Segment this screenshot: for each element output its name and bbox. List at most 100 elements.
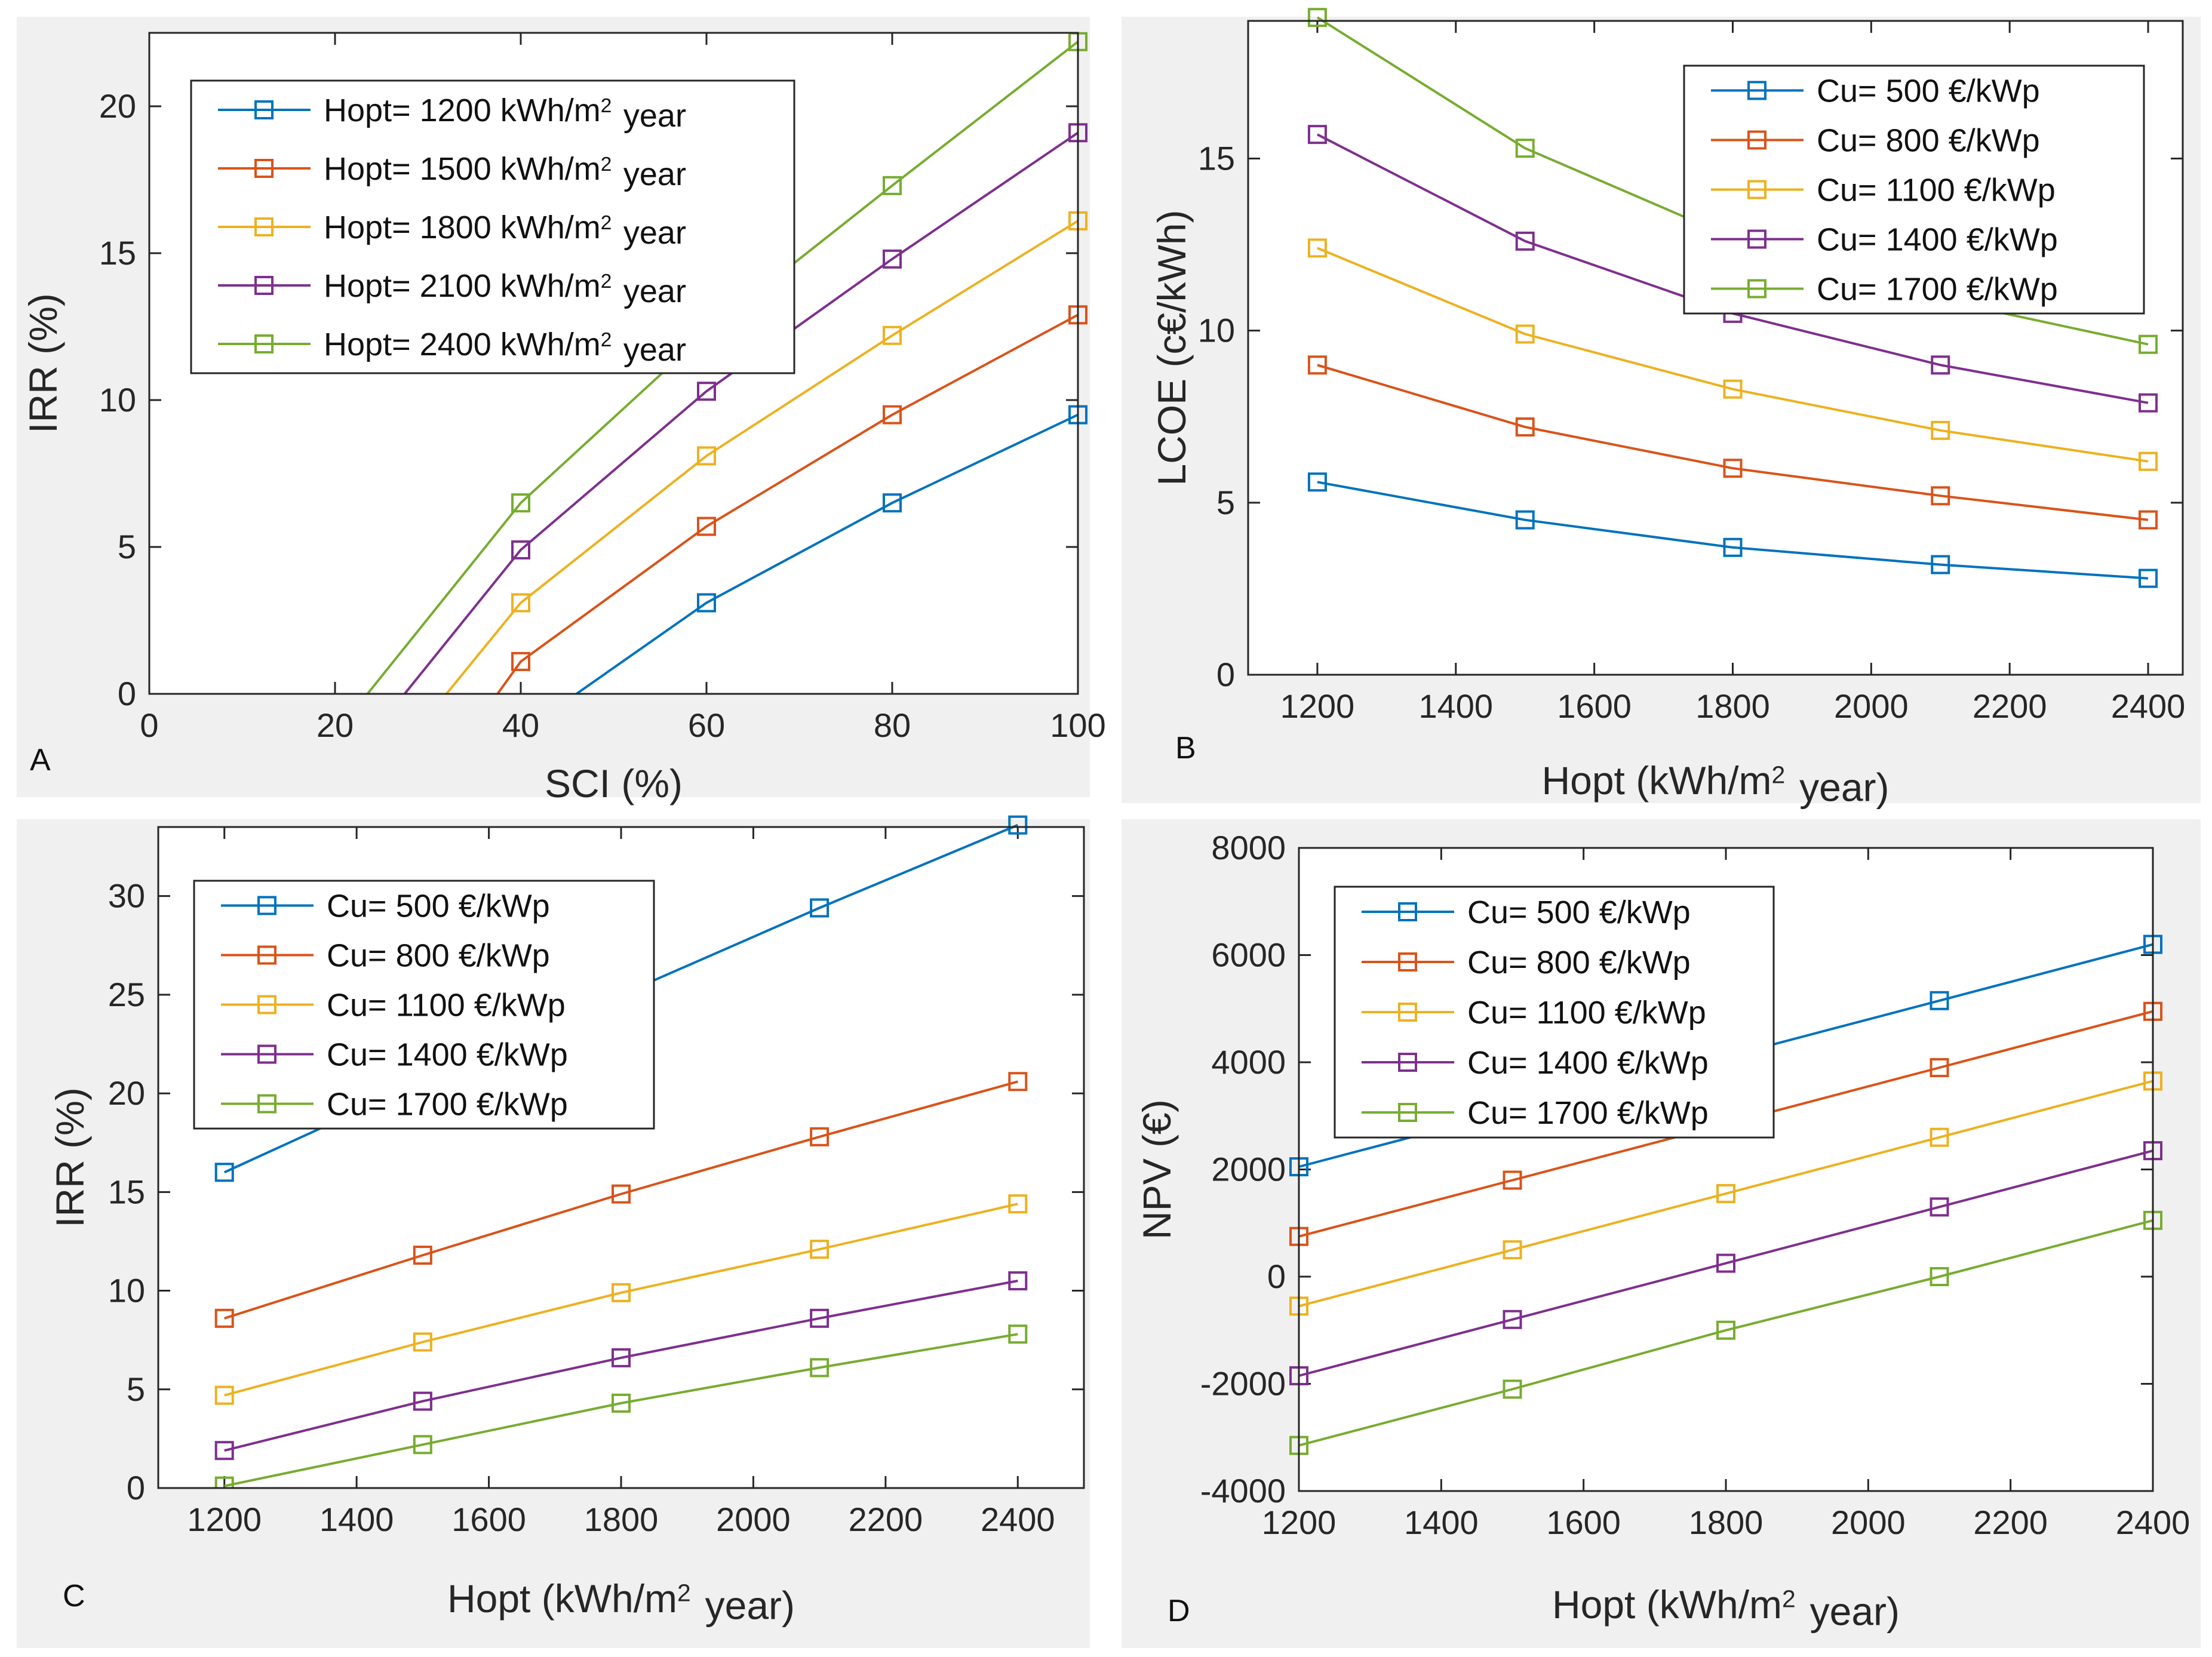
x-tick-label: 60 bbox=[688, 706, 725, 744]
data-point bbox=[697, 517, 716, 536]
panel-letter: B bbox=[1175, 731, 1196, 766]
y-tick-label: 30 bbox=[108, 877, 145, 915]
data-point bbox=[1008, 1271, 1028, 1291]
y-tick-label: 5 bbox=[1216, 484, 1235, 521]
legend-marker bbox=[1747, 81, 1766, 100]
legend: Cu= 500 €/kWp Cu= 800 €/kWp Cu= 1100 €/kWp… bbox=[1683, 64, 2145, 315]
y-tick-label: 0 bbox=[1267, 1258, 1286, 1295]
x-tick-label: 2000 bbox=[1831, 1504, 1906, 1541]
data-point bbox=[883, 493, 902, 513]
data-point bbox=[1515, 324, 1535, 344]
panel-b: 1200 1400 1600 1800 2000 2200 2400 0 5 10 15 Hopt (… bbox=[1122, 8, 2201, 809]
data-point bbox=[1931, 355, 1950, 375]
data-point bbox=[1503, 1309, 1522, 1329]
y-tick-label: -2000 bbox=[1200, 1365, 1286, 1403]
panel-a: 0 20 40 60 80 100 0 5 10 15 20 SCI (%) IRR (%) A Hopt=… bbox=[17, 17, 1106, 806]
y-axis-label: IRR (%) bbox=[21, 293, 65, 434]
legend-label: Hopt= 1200 kWh/m2 year bbox=[324, 93, 686, 134]
data-point bbox=[214, 1441, 234, 1461]
series-line-4 bbox=[224, 1280, 1018, 1452]
data-point bbox=[1515, 139, 1535, 158]
y-tick-label: 15 bbox=[108, 1173, 145, 1210]
legend-label: Cu= 500 €/kWp bbox=[1817, 73, 2040, 109]
series-line-1 bbox=[1317, 481, 2149, 580]
panel-letter: C bbox=[63, 1579, 85, 1613]
legend-label: Cu= 1100 €/kWp bbox=[327, 988, 566, 1023]
legend-marker bbox=[257, 945, 276, 965]
data-point bbox=[612, 1393, 631, 1413]
legend-marker bbox=[1398, 1003, 1417, 1022]
x-tick-label: 2200 bbox=[1973, 687, 2047, 725]
data-point bbox=[1930, 1267, 1949, 1286]
y-tick-label: 15 bbox=[99, 234, 136, 272]
x-axis-label: Hopt (kWh/m2 year) bbox=[447, 1576, 795, 1627]
x-tick-label: 1600 bbox=[1546, 1504, 1621, 1541]
data-point bbox=[1307, 355, 1327, 375]
y-axis-label: NPV (€) bbox=[1135, 1099, 1179, 1240]
y-tick-label: 15 bbox=[1198, 140, 1235, 177]
legend-item: Cu= 800 €/kWp bbox=[221, 938, 550, 974]
y-tick-label: 5 bbox=[118, 528, 136, 565]
legend-label: Hopt= 1500 kWh/m2 year bbox=[324, 151, 686, 192]
axes-frame bbox=[1298, 847, 2154, 1492]
legend-item: Hopt= 1800 kWh/m2 year bbox=[218, 210, 686, 251]
legend-marker bbox=[1398, 902, 1417, 921]
data-point bbox=[1008, 1194, 1028, 1214]
y-tick-label: 10 bbox=[108, 1272, 145, 1309]
series-line-1 bbox=[576, 413, 1079, 694]
x-tick-label: 2400 bbox=[2111, 687, 2186, 725]
data-point bbox=[883, 325, 902, 345]
legend-item: Cu= 800 €/kWp bbox=[1362, 945, 1691, 980]
y-tick-label: 20 bbox=[108, 1074, 145, 1112]
data-point bbox=[214, 1385, 234, 1405]
data-point bbox=[1930, 1127, 1949, 1147]
legend-item: Cu= 800 €/kWp bbox=[1711, 123, 2040, 159]
y-tick-label: 0 bbox=[118, 675, 136, 712]
series-line-4 bbox=[1298, 1149, 2153, 1377]
legend-label: Hopt= 1800 kWh/m2 year bbox=[324, 210, 686, 251]
data-point bbox=[2139, 393, 2158, 413]
data-point bbox=[1307, 125, 1327, 145]
legend: Cu= 500 €/kWp Cu= 800 €/kWp Cu= 1100 €/kWp… bbox=[1334, 886, 1775, 1139]
data-point bbox=[697, 446, 716, 466]
y-tick-label: 0 bbox=[1216, 656, 1235, 693]
legend-marker bbox=[1747, 130, 1766, 150]
data-point bbox=[810, 1127, 830, 1146]
data-point bbox=[214, 1163, 234, 1182]
x-tick-label: 1400 bbox=[1418, 687, 1493, 725]
x-tick-label: 1800 bbox=[584, 1501, 659, 1538]
legend-marker bbox=[254, 334, 274, 353]
data-point bbox=[2139, 334, 2158, 354]
legend-item: Cu= 1700 €/kWp bbox=[1711, 272, 2058, 308]
data-point bbox=[883, 249, 902, 269]
x-axis-label: Hopt (kWh/m2 year) bbox=[1552, 1582, 1900, 1633]
legend-marker bbox=[257, 896, 276, 915]
data-point bbox=[413, 1391, 432, 1411]
data-point bbox=[2139, 451, 2158, 471]
legend-item: Cu= 1100 €/kWp bbox=[1362, 995, 1706, 1031]
data-point bbox=[1515, 510, 1535, 530]
series-line-2 bbox=[1317, 364, 2149, 521]
data-point bbox=[511, 493, 530, 513]
x-tick-label: 2400 bbox=[981, 1501, 1055, 1538]
legend-marker bbox=[257, 1044, 276, 1064]
x-tick-label: 1200 bbox=[1262, 1504, 1337, 1541]
x-tick-label: 2200 bbox=[849, 1501, 923, 1538]
x-tick-label: 0 bbox=[140, 706, 158, 744]
data-point bbox=[413, 1332, 432, 1352]
series-line-4 bbox=[404, 131, 1079, 694]
y-axis-label: LCOE (c€/kWh) bbox=[1150, 210, 1194, 485]
legend-label: Cu= 1700 €/kWp bbox=[1467, 1095, 1709, 1131]
data-point bbox=[1930, 1197, 1949, 1217]
legend-label: Hopt= 2400 kWh/m2 year bbox=[324, 327, 686, 368]
series-line-2 bbox=[496, 313, 1079, 694]
legend-label: Cu= 1100 €/kWp bbox=[1467, 995, 1706, 1031]
legend-item: Cu= 1100 €/kWp bbox=[1711, 173, 2056, 208]
legend-marker bbox=[1398, 952, 1417, 972]
series-line-3 bbox=[446, 220, 1079, 694]
legend-item: Cu= 1400 €/kWp bbox=[1362, 1045, 1709, 1081]
legend-marker bbox=[1747, 279, 1766, 299]
x-tick-label: 1400 bbox=[319, 1501, 394, 1538]
data-point bbox=[612, 1348, 631, 1367]
data-point bbox=[2139, 510, 2158, 530]
